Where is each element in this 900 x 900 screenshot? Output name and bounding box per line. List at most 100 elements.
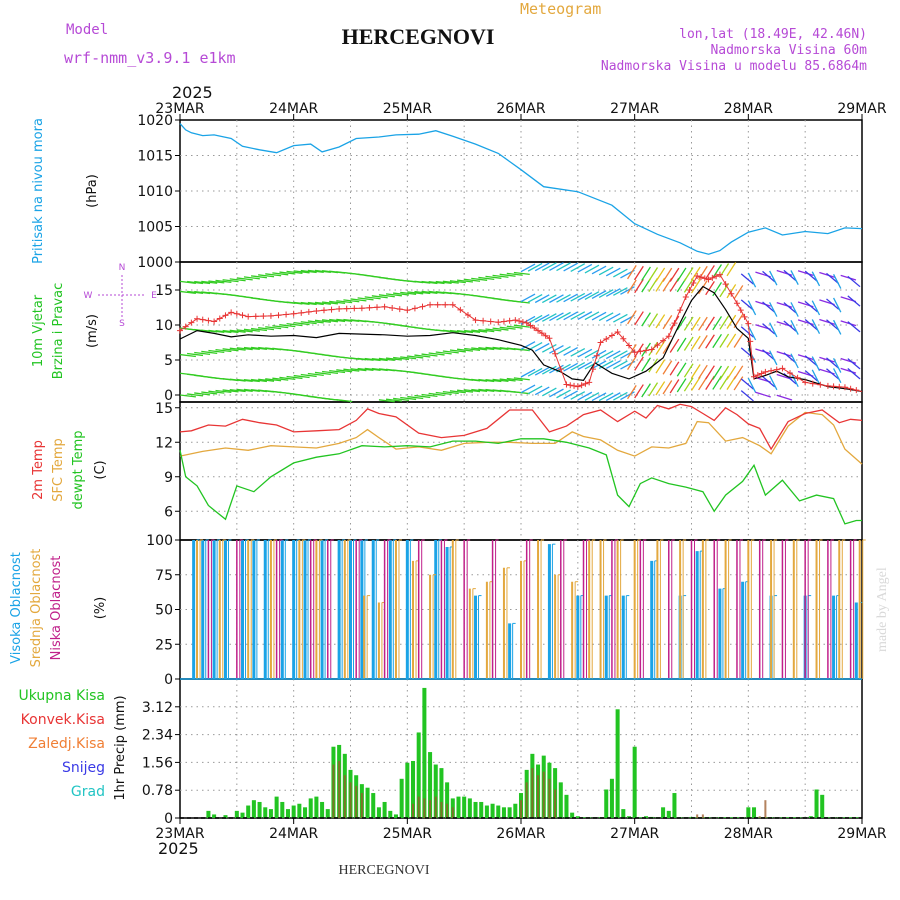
wind-direction-arrow [492,378,509,382]
wind-gust-marker [836,383,843,390]
wind-gust-marker [245,313,252,320]
model-label: Model [66,22,108,38]
wind-direction-arrow [712,264,723,279]
wind-direction-arrow [605,350,621,360]
wind-direction-arrow [790,270,799,286]
precip-total-bar [575,816,580,818]
precip-total-bar [297,803,302,818]
wind-direction-arrow [641,383,651,398]
wind-direction-arrow [676,316,687,331]
precip-total-bar [570,812,575,818]
wind-direction-arrow [322,301,339,305]
wind-direction-arrow [570,263,586,272]
precip-total-bar [604,789,609,818]
wind-direction-arrow [400,396,417,401]
wind-gust-marker [648,346,655,353]
precip-total-bar [376,807,381,818]
wind-direction-arrow [776,351,793,358]
precip-total-bar [257,801,262,818]
wind-direction-arrow [826,298,840,310]
time-label-bottom: 25MAR [383,826,432,842]
wind-gust-marker [396,306,403,313]
y-tick-label: 2.34 [142,728,173,744]
y-tick-label: 1.56 [142,755,173,771]
wind-direction-arrow [222,279,239,283]
wind-direction-arrow [421,290,438,294]
pressure-line [179,123,863,255]
time-label-top: 26MAR [496,101,545,117]
wind-direction-arrow [613,350,628,360]
wind-direction-arrow [826,272,840,285]
wind-gust-marker [824,382,831,389]
wind-gust-marker [434,301,441,308]
wind-direction-arrow [449,390,466,394]
time-label-bottom: 23MAR [155,826,204,842]
wind-gust-marker [830,383,837,390]
wind-direction-arrow [613,268,628,278]
wind-gust-marker [660,337,667,344]
watermark: made by Angel [875,567,890,652]
wind-direction-arrow [385,293,402,297]
wind-direction-arrow [755,300,771,307]
wind-direction-arrow [279,324,296,328]
wind-axis-title-2: Brzina i Pravac [51,283,66,380]
wind-direction-arrow [250,346,268,350]
wind-direction-arrow [833,319,842,335]
precip-total-bar [365,787,370,818]
precip-total-bar [439,768,444,818]
wind-direction-arrow [265,378,282,382]
y-tick-label: 15 [155,401,173,417]
wind-gust-marker [320,307,327,314]
wind-direction-arrow [258,327,275,331]
precip-convective-bar [355,785,358,818]
precip-total-bar [399,778,404,818]
precip-total-bar [325,809,330,818]
wind-direction-arrow [250,378,268,383]
precip-total-bar [632,746,637,818]
y-tick-label: 0 [164,388,173,404]
wind-direction-arrow [201,350,218,355]
precip-total-bar [791,817,796,818]
y-tick-label: 5 [164,353,173,369]
wind-gust-marker [374,304,381,311]
wind-direction-arrow [272,325,289,329]
wind-direction-arrow [421,280,438,285]
wind-direction-arrow [783,302,797,314]
wind-direction-arrow [698,335,708,350]
wind-direction-arrow [840,320,857,327]
wind-direction-arrow [243,346,260,351]
wind-direction-arrow [513,271,530,276]
precip-convective-bar [696,814,699,818]
precip-convective-bar [412,803,415,818]
wind-direction-arrow [577,348,593,358]
wind-direction-arrow [492,327,509,331]
wind-direction-arrow [769,375,778,391]
wind-direction-arrow [797,270,814,277]
wind-direction-arrow [520,341,536,350]
wind-gust-marker [762,368,769,375]
wind-direction-arrow [194,392,211,396]
wind-direction-arrow [307,269,324,273]
dewpoint-line [179,438,862,525]
wind-gust-marker [404,307,411,314]
wind-direction-arrow [641,312,651,327]
wind-direction-arrow [357,297,374,301]
pressure-unit-label: (hPa) [85,174,100,208]
wind-direction-arrow [683,363,694,378]
wind-direction-arrow [669,267,680,282]
precip-total-bar [513,803,518,818]
precip-legend-item: Grad [71,784,105,800]
wind-gust-marker [817,381,824,388]
wind-direction-arrow [605,360,621,370]
wind-direction-arrow [563,390,578,400]
wind-direction-arrow [733,285,744,300]
wind-direction-arrow [464,347,481,352]
wind-direction-arrow [534,366,550,376]
precip-total-bar [661,807,666,818]
wind-gust-marker [853,387,860,394]
wind-direction-arrow [272,377,289,381]
wind-direction-arrow [584,311,600,321]
wind-gust-marker [512,317,519,324]
wind-gust-marker [216,315,223,322]
wind-direction-arrow [811,356,821,372]
